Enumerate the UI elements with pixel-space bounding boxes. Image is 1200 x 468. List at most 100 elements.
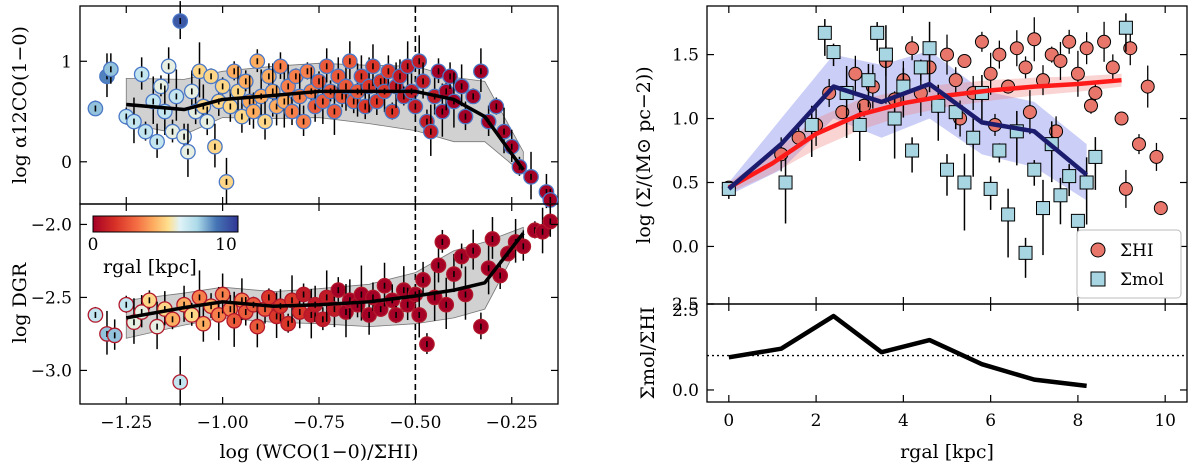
hi-point (1053, 53, 1068, 68)
trend-line (126, 89, 525, 171)
hi-point (1105, 60, 1120, 75)
y-tick-label: 1 (61, 52, 72, 72)
hi-point (1153, 201, 1168, 216)
dgr-panel: −2.0 −2.5 −3.0 −1.25 −1.00 −0.75 −0.50 −0.25 lo… (9, 203, 559, 463)
sigma-plot-area: 1.5 1.0 0.5 0.0 2.5 (672, 6, 1187, 315)
ratio-ylabel: Σmol/ΣHI (637, 307, 659, 400)
legend-mol-label: Σmol (1120, 270, 1164, 290)
hi-point (1149, 149, 1164, 164)
y-tick-label: 0.5 (672, 173, 699, 193)
mol-point (905, 143, 920, 158)
colorbar-min-label: 0 (88, 235, 99, 255)
hi-point (1118, 181, 1133, 196)
colorbar-gradient (92, 215, 239, 233)
dgr-xlabel: log (WCO(1−0)/ΣHI) (219, 441, 418, 463)
x-tick-label: 2 (811, 411, 822, 431)
mol-point (1036, 201, 1050, 216)
x-tick-label: −0.25 (486, 413, 538, 433)
mol-point (1001, 207, 1016, 222)
x-tick-label: 6 (985, 411, 996, 431)
y-tick-label: 0.0 (672, 381, 699, 401)
mol-point (1018, 245, 1033, 260)
ratio-panel: 0.0 2.5 0 2 4 6 8 10 Σmol/ΣHI rgal [kpc] (637, 301, 1188, 463)
hi-point (957, 53, 972, 68)
y-tick-label: 1.5 (672, 46, 699, 66)
hi-point (835, 105, 850, 120)
trend-line (125, 232, 525, 320)
mol-point (826, 45, 841, 60)
dgr-plot-area: −2.0 −2.5 −3.0 −1.25 −1.00 −0.75 −0.50 −0.25 (31, 204, 559, 433)
y-tick-label: −3.0 (31, 361, 72, 381)
hi-point (948, 73, 963, 88)
x-tick-label: −0.50 (389, 413, 441, 433)
mol-point (992, 143, 1007, 158)
mol-point (957, 175, 972, 190)
hi-point (1140, 79, 1155, 94)
hi-point (940, 47, 954, 62)
mol-point (878, 47, 893, 62)
colorbar: 0 10 rgal [kpc] (88, 215, 239, 278)
alpha-co-ylabel: log α12CO(1−0) (9, 26, 31, 184)
y-tick-label: −2.0 (31, 215, 72, 235)
ratio-frame (706, 303, 1188, 403)
y-tick-label: 2.5 (672, 295, 699, 315)
hi-point (1022, 105, 1037, 120)
x-tick-label: −1.00 (197, 413, 249, 433)
y-tick-label: 0 (61, 153, 72, 173)
hi-point (983, 66, 998, 81)
legend-hi-marker (1090, 242, 1106, 258)
hi-point (848, 66, 863, 81)
hi-point (1018, 60, 1033, 75)
hi-point (1114, 111, 1129, 126)
hi-point (1027, 32, 1042, 47)
legend-mol-marker (1090, 271, 1106, 287)
y-tick-label: 2.5 (672, 301, 699, 321)
hi-point (1132, 137, 1146, 152)
legend-hi-label: ΣHI (1120, 241, 1154, 261)
y-tick-label: 0.0 (672, 237, 699, 257)
hi-point (1079, 41, 1094, 56)
colorbar-label: rgal [kpc] (103, 256, 197, 278)
mol-point (817, 25, 832, 40)
mol-point (983, 181, 998, 196)
mol-point (1118, 20, 1133, 35)
ratio-line (728, 313, 1087, 389)
y-tick-label: −2.5 (31, 288, 72, 308)
hi-curve (727, 77, 1122, 190)
dgr-ylabel: log DGR (9, 262, 31, 343)
mol-point (913, 60, 928, 75)
hi-point (1009, 41, 1024, 56)
sigma-ylabel: log (Σ/(M⊙ pc−2)) (633, 66, 655, 243)
mol-point (778, 175, 793, 190)
ratio-xlabel: rgal [kpc] (900, 441, 994, 463)
x-tick-label: 8 (1072, 411, 1083, 431)
hi-point (1088, 85, 1103, 100)
mol-point (1027, 162, 1042, 177)
mol-point (940, 162, 954, 177)
hi-point (1084, 98, 1098, 113)
mol-point (966, 130, 981, 145)
hi-point (905, 41, 920, 56)
alpha-co-panel: 10 log α12CO(1−0) (9, 1, 559, 210)
hi-point (992, 47, 1007, 62)
mol-point (804, 117, 819, 132)
mol-point (1079, 175, 1094, 190)
y-tick-label: 1.0 (672, 110, 699, 130)
mol-point (1070, 213, 1085, 228)
alpha-co-plot-area: 10 (61, 1, 559, 210)
x-tick-label: 0 (723, 411, 734, 431)
hi-point (1123, 41, 1138, 56)
x-tick-label: 4 (898, 411, 909, 431)
hi-point (1097, 34, 1112, 49)
hi-point (974, 34, 989, 49)
x-tick-label: −0.75 (293, 413, 345, 433)
colorbar-max-label: 10 (215, 235, 237, 255)
sigma-legend: ΣHI Σmol (1076, 229, 1182, 299)
mol-point (922, 41, 937, 56)
hi-point (1062, 34, 1077, 49)
mol-point (1053, 188, 1068, 203)
mol-band (728, 50, 1087, 201)
mol-point (861, 73, 876, 88)
mol-point (887, 111, 902, 126)
